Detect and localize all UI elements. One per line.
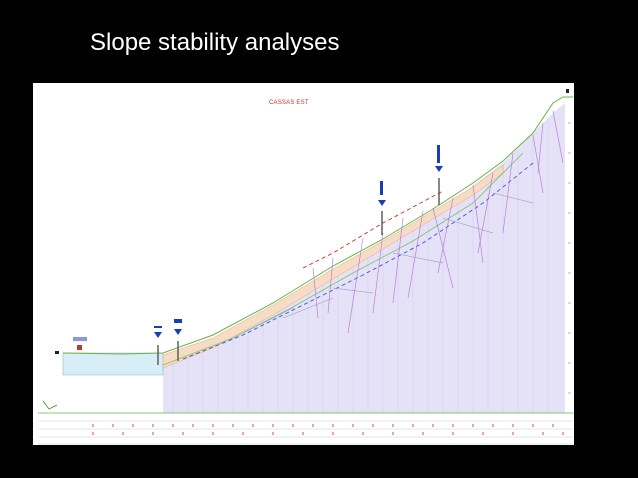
slide-title: Slope stability analyses bbox=[90, 29, 340, 56]
borehole-markers bbox=[154, 166, 443, 338]
section-title: CASSAS EST bbox=[269, 100, 309, 106]
slip-surface bbox=[302, 190, 444, 269]
slice-lines bbox=[172, 119, 549, 413]
ground-surface bbox=[62, 96, 573, 355]
boreholes bbox=[312, 110, 564, 334]
profile-table-values bbox=[92, 424, 564, 435]
borehole-posts bbox=[157, 178, 440, 365]
section-end-left bbox=[55, 351, 59, 354]
lower-ground-line bbox=[162, 152, 524, 366]
cross-section-figure: CASSAS EST bbox=[33, 83, 574, 445]
anchor-lines bbox=[242, 192, 534, 334]
elevation-scale bbox=[568, 122, 571, 394]
profile-table bbox=[38, 412, 574, 445]
north-arrow-icon bbox=[42, 400, 58, 410]
section-end-right bbox=[566, 89, 569, 93]
piezometric-line bbox=[182, 162, 534, 360]
river-water bbox=[62, 352, 164, 376]
building-label bbox=[73, 337, 87, 341]
cross-section-drawing bbox=[38, 89, 574, 445]
analysis-zone bbox=[163, 103, 565, 413]
building-marker bbox=[77, 345, 82, 350]
marker-labels bbox=[154, 145, 440, 328]
